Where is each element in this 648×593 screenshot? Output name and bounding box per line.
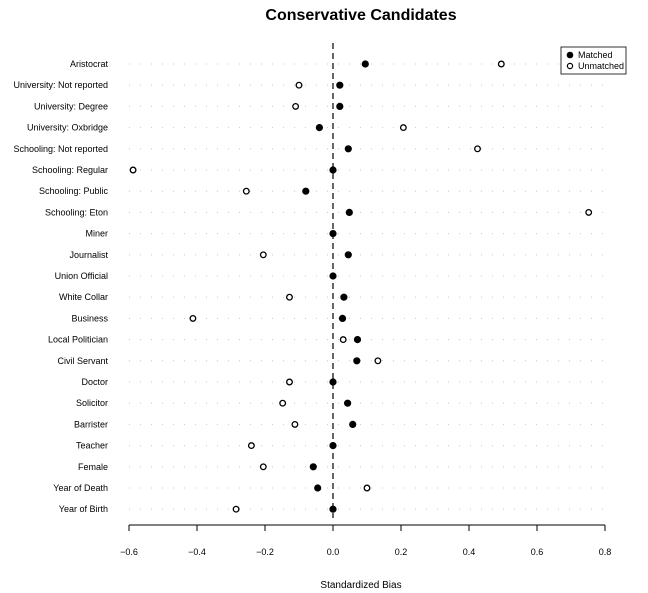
category-label: Business [71,313,108,323]
category-label: Solicitor [76,398,108,408]
matched-point [338,314,347,323]
legend-matched-label: Matched [578,50,613,60]
category-label: Year of Death [53,483,108,493]
unmatched-point [259,251,267,259]
matched-point [336,102,344,110]
unmatched-point [259,463,267,471]
category-label: Union Official [55,271,108,281]
category-label: Aristocrat [70,59,109,69]
matched-point [361,60,369,68]
legend-matched-marker [566,51,574,59]
matched-point [329,230,337,238]
legend-box [560,46,627,75]
matched-point [329,378,337,386]
category-label: University: Degree [34,101,108,111]
x-axis-label: Standardized Bias [320,580,401,591]
category-label: University: Not reported [13,80,108,90]
matched-point [353,357,361,365]
unmatched-points [129,60,593,513]
x-tick-label: −0.6 [120,547,138,557]
x-tick-label: 0.8 [599,547,612,557]
matched-point [344,251,352,259]
category-label: Schooling: Regular [32,165,108,175]
unmatched-point [399,124,407,132]
x-tick-label: 0.0 [327,547,340,557]
matched-point [309,463,317,471]
category-label: Local Politician [48,335,108,345]
legend-unmatched-marker [566,62,574,70]
unmatched-point [232,505,240,513]
chart-title: Conservative Candidates [265,7,456,24]
x-tick-label: 0.6 [531,547,544,557]
matched-point [344,145,352,153]
legend-unmatched-label: Unmatched [578,61,624,71]
matched-point [329,442,337,450]
matched-point [344,399,352,407]
category-labels: Aristocrat University: Not reported Univer… [13,59,108,514]
category-guide-lines [129,63,605,510]
category-label: White Collar [59,292,108,302]
matched-point [345,208,353,216]
x-tick-label: 0.4 [463,547,476,557]
unmatched-point [295,81,303,89]
category-label: Schooling: Public [39,186,109,196]
unmatched-point [189,314,197,322]
unmatched-point [242,187,250,195]
unmatched-point [129,166,137,174]
x-ticks: −0.6 −0.4 −0.2 0.0 0.2 0.4 0.6 0.8 [120,525,611,557]
matched-point [336,81,344,89]
category-label: Barrister [74,419,108,429]
unmatched-point [374,357,382,365]
unmatched-point [279,399,287,407]
x-tick-label: −0.4 [188,547,206,557]
matched-point [314,484,322,492]
x-tick-label: 0.2 [395,547,408,557]
legend: Matched Unmatched [560,46,627,75]
category-label: University: Oxbridge [27,123,108,133]
x-tick-label: −0.2 [256,547,274,557]
unmatched-point [497,60,505,68]
matched-point [315,123,324,132]
category-label: Female [78,462,108,472]
matched-point [329,505,337,513]
unmatched-point [585,208,593,216]
category-label: Journalist [69,250,108,260]
matched-point [329,272,337,280]
matched-point [340,293,348,301]
unmatched-point [474,145,481,153]
category-label: Civil Servant [57,356,108,366]
unmatched-point [286,293,293,301]
category-label: Year of Birth [59,504,108,514]
unmatched-point [292,102,300,110]
matched-point [329,166,337,174]
category-label: Teacher [76,441,108,451]
unmatched-point [247,442,255,450]
category-label: Miner [85,229,108,239]
matched-point [353,336,362,344]
unmatched-point [363,484,371,492]
category-label: Doctor [81,377,108,387]
category-label: Schooling: Eton [45,207,108,217]
matched-point [349,420,357,429]
x-axis: −0.6 −0.4 −0.2 0.0 0.2 0.4 0.6 0.8 [120,524,611,557]
unmatched-point [291,420,299,428]
unmatched-point [286,378,293,386]
unmatched-point [339,336,347,344]
matched-point [302,187,310,195]
matched-points [302,60,369,513]
category-label: Schooling: Not reported [13,144,108,154]
